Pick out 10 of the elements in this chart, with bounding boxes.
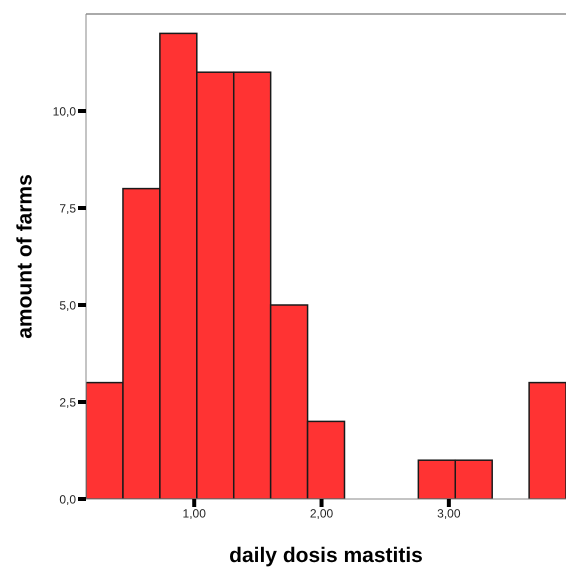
y-tick-label: 10,0 [52, 104, 76, 118]
y-tick-label: 0,0 [59, 492, 76, 506]
x-axis-title: daily dosis mastitis [229, 544, 423, 567]
y-tick-label: 7,5 [59, 201, 76, 216]
y-tick-label: 2,5 [59, 395, 76, 410]
y-axis-title: amount of farms [13, 174, 36, 339]
x-tick-label: 1,00 [182, 506, 206, 521]
y-tick-label: 5,0 [59, 298, 76, 312]
x-tick-label: 3,00 [437, 506, 461, 521]
x-tick-label: 2,00 [310, 506, 334, 521]
